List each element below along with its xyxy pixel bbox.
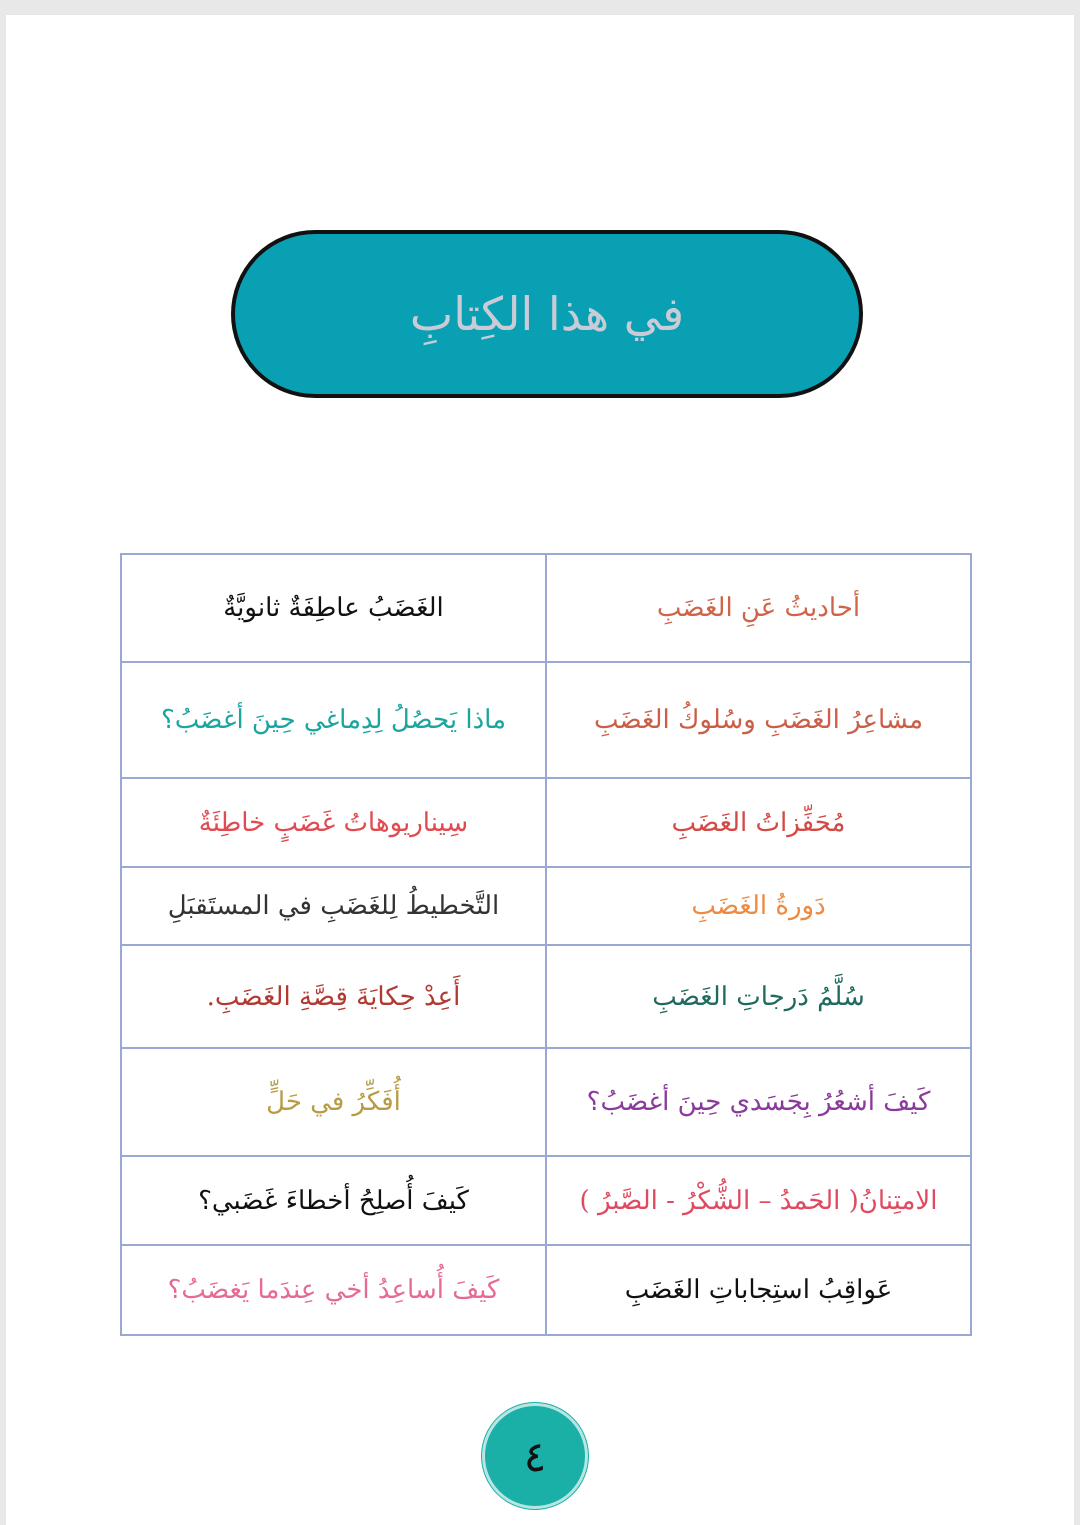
table-row: دَورةُ الغَضَبِ التَّخطيطُ لِلغَضَبِ في ا… <box>120 866 972 946</box>
contents-item-left: كَيفَ أُساعِدُ أخي عِندَما يَغضَبُ؟ <box>120 1244 547 1336</box>
title-banner: في هذا الكِتابِ <box>231 230 863 398</box>
contents-item-left: كَيفَ أُصلِحُ أخطاءَ غَضَبي؟ <box>120 1155 547 1246</box>
contents-item-right: مشاعِرُ الغَضَبِ وسُلوكُ الغَضَبِ <box>545 661 972 779</box>
contents-item-left: التَّخطيطُ لِلغَضَبِ في المستَقبَلِ <box>120 866 547 946</box>
contents-item-right: سُلَّمُ دَرجاتِ الغَضَبِ <box>545 944 972 1049</box>
table-row: مُحَفِّزاتُ الغَضَبِ سِيناريوهاتُ غَضَبٍ … <box>120 777 972 868</box>
page-number: ٤ <box>523 1431 547 1481</box>
contents-item-right: الامتِنانُ( الحَمدُ – الشُّكْرُ - الصَّب… <box>545 1155 972 1246</box>
table-row: الامتِنانُ( الحَمدُ – الشُّكْرُ - الصَّب… <box>120 1155 972 1246</box>
table-row: مشاعِرُ الغَضَبِ وسُلوكُ الغَضَبِ ماذا يَ… <box>120 661 972 779</box>
table-row: كَيفَ أشعُرُ بِجَسَدي حِينَ أغضَبُ؟ أُفَك… <box>120 1047 972 1157</box>
contents-item-left: ماذا يَحصُلُ لِدِماغي حِينَ أغضَبُ؟ <box>120 661 547 779</box>
page-number-badge: ٤ <box>482 1403 588 1509</box>
contents-item-left: أَعِدْ حِكايَةَ قِصَّةِ الغَضَبِ. <box>120 944 547 1049</box>
contents-item-right: عَواقِبُ استِجاباتِ الغَضَبِ <box>545 1244 972 1336</box>
table-row: سُلَّمُ دَرجاتِ الغَضَبِ أَعِدْ حِكايَةَ … <box>120 944 972 1049</box>
table-row: أحاديثُ عَنِ الغَضَبِ الغَضَبُ عاطِفَةٌ ث… <box>120 553 972 663</box>
contents-item-right: مُحَفِّزاتُ الغَضَبِ <box>545 777 972 868</box>
contents-table: أحاديثُ عَنِ الغَضَبِ الغَضَبُ عاطِفَةٌ ث… <box>120 553 972 1336</box>
contents-item-left: الغَضَبُ عاطِفَةٌ ثانويَّةٌ <box>120 553 547 663</box>
page: في هذا الكِتابِ أحاديثُ عَنِ الغَضَبِ الغ… <box>6 15 1074 1525</box>
contents-item-left: أُفَكِّرُ في حَلٍّ <box>120 1047 547 1157</box>
contents-item-right: أحاديثُ عَنِ الغَضَبِ <box>545 553 972 663</box>
page-title: في هذا الكِتابِ <box>409 287 685 341</box>
contents-item-left: سِيناريوهاتُ غَضَبٍ خاطِئَةٌ <box>120 777 547 868</box>
table-row: عَواقِبُ استِجاباتِ الغَضَبِ كَيفَ أُساعِ… <box>120 1244 972 1336</box>
contents-item-right: كَيفَ أشعُرُ بِجَسَدي حِينَ أغضَبُ؟ <box>545 1047 972 1157</box>
contents-item-right: دَورةُ الغَضَبِ <box>545 866 972 946</box>
